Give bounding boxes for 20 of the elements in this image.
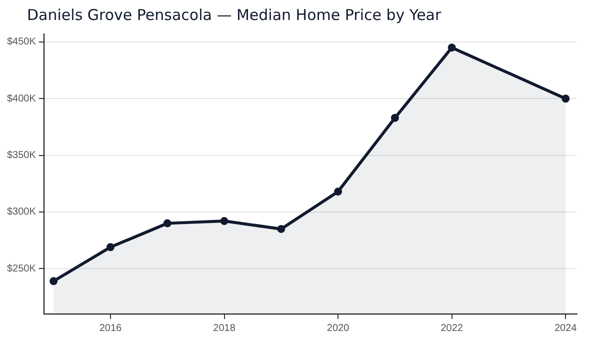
y-tick-label: $250K: [6, 263, 36, 274]
chart-title: Daniels Grove Pensacola — Median Home Price by Year: [27, 6, 442, 24]
point: [448, 44, 456, 52]
x-tick-label: 2022: [440, 322, 464, 334]
point: [562, 94, 570, 103]
x-tick-label: 2020: [326, 322, 350, 334]
point: [106, 243, 114, 252]
point: [163, 219, 172, 228]
y-tick-label: $350K: [6, 150, 36, 162]
y-tick-label: $400K: [6, 93, 36, 104]
y-tick-label: $450K: [6, 36, 36, 48]
y-tick-label: $300K: [6, 206, 36, 218]
x-tick-label: 2024: [554, 322, 578, 334]
x-tick-label: 2016: [99, 322, 122, 334]
x-tick-label: 2018: [213, 322, 236, 334]
point: [50, 277, 58, 286]
point: [390, 114, 399, 122]
point: [334, 188, 342, 196]
point: [277, 224, 286, 233]
point: [220, 217, 228, 226]
